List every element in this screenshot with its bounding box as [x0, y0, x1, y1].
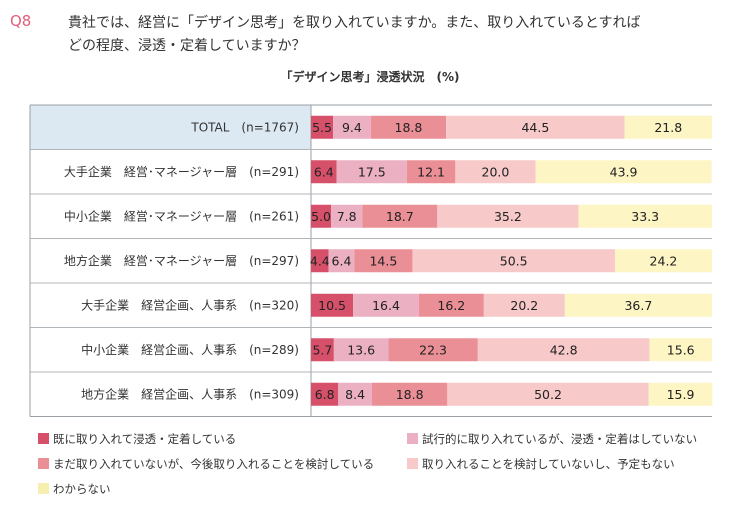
data-label: 10.5: [318, 298, 346, 313]
data-label: 14.5: [369, 253, 397, 268]
legend-item-1: 試行的に取り入れているが、浸透・定着はしていない: [407, 431, 697, 447]
data-label: 6.4: [314, 164, 334, 179]
bar-segment: [418, 293, 484, 317]
data-label: 44.5: [521, 120, 549, 135]
data-label: 5.7: [312, 342, 332, 357]
data-label: 18.8: [396, 387, 424, 402]
data-label: 33.3: [631, 209, 659, 224]
legend-label-0: 既に取り入れて浸透・定着している: [53, 432, 237, 446]
question-text-line2: どの程度、浸透・定着していますか？: [68, 38, 306, 54]
bar-segment: [535, 160, 712, 184]
bar-segment: [311, 204, 332, 228]
data-label: 36.7: [624, 298, 652, 313]
data-label: 17.5: [358, 164, 386, 179]
bar-segment: [564, 293, 712, 317]
legend-label-3: 取り入れることを検討していないし、予定もない: [422, 457, 675, 471]
question-text-line1: 貴社では、経営に「デザイン思考」を取り入れていますか。また、取り入れているとすれ…: [68, 15, 641, 31]
bar-segment: [311, 160, 337, 184]
bar-segment: [338, 382, 372, 406]
bar-segment: [311, 115, 334, 139]
legend-label-2: まだ取り入れていないが、今後取り入れることを検討している: [53, 457, 375, 471]
bar-segment: [311, 338, 334, 362]
data-label: 18.7: [386, 209, 414, 224]
bar-segment: [614, 249, 712, 273]
bar-segment: [477, 338, 650, 362]
legend-label-1: 試行的に取り入れているが、浸透・定着はしていない: [422, 432, 698, 446]
bar-segment: [447, 382, 649, 406]
data-label: 43.9: [610, 164, 638, 179]
data-label: 20.2: [510, 298, 538, 313]
legend-item-2: まだ取り入れていないが、今後取り入れることを検討している: [38, 456, 374, 472]
bar-segment: [624, 115, 712, 139]
bar-segment: [311, 293, 354, 317]
category-label: 中小企業 経営企画、人事系 (n=289): [81, 342, 299, 357]
category-label: 地方企業 経営･マネージャー層 (n=297): [64, 253, 299, 268]
data-label: 21.8: [654, 120, 682, 135]
bar-segment: [333, 115, 371, 139]
legend-swatch-4: [38, 483, 49, 494]
data-label: 6.4: [332, 253, 352, 268]
data-label: 50.5: [500, 253, 528, 268]
legend-item-0: 既に取り入れて浸透・定着している: [38, 431, 236, 447]
data-label: 35.2: [494, 209, 522, 224]
bar-segment: [446, 115, 625, 139]
data-label: 13.6: [347, 342, 375, 357]
legend-label-4: わからない: [53, 482, 111, 496]
legend-swatch-1: [407, 433, 418, 444]
bar-segment: [370, 115, 447, 139]
category-label: TOTAL (n=1767): [190, 120, 299, 134]
data-label: 5.5: [312, 120, 332, 135]
data-label: 15.6: [667, 342, 695, 357]
question-number: Q8: [10, 12, 32, 30]
legend-swatch-0: [38, 433, 49, 444]
data-label: 12.1: [417, 164, 445, 179]
bar-segment: [578, 204, 712, 228]
bar-segment: [362, 204, 438, 228]
bar-segment: [406, 160, 456, 184]
data-label: 6.8: [315, 387, 335, 402]
legend-item-3: 取り入れることを検討していないし、予定もない: [407, 456, 675, 472]
legend-swatch-3: [407, 458, 418, 469]
category-label: 大手企業 経営企画、人事系 (n=320): [81, 297, 299, 312]
legend-item-4: わからない: [38, 481, 111, 497]
bar-segment: [455, 160, 536, 184]
data-label: 50.2: [534, 387, 562, 402]
data-label: 8.4: [345, 387, 365, 402]
category-label: 中小企業 経営･マネージャー層 (n=261): [64, 208, 299, 223]
data-label: 4.4: [310, 253, 330, 268]
bar-segment: [649, 338, 712, 362]
data-label: 9.4: [342, 120, 362, 135]
bar-segment: [336, 160, 407, 184]
bar-segment: [354, 249, 413, 273]
data-label: 15.9: [667, 387, 695, 402]
bar-segment: [388, 338, 478, 362]
data-label: 16.4: [372, 298, 400, 313]
data-label: 18.8: [395, 120, 423, 135]
bar-segment: [311, 249, 329, 273]
data-label: 7.8: [337, 209, 357, 224]
category-label: 地方企業 経営企画、人事系 (n=309): [81, 386, 299, 401]
bar-segment: [437, 204, 579, 228]
bar-segment: [331, 204, 363, 228]
data-label: 5.0: [311, 209, 331, 224]
bar-segment: [483, 293, 565, 317]
bar-segment: [648, 382, 713, 406]
data-label: 42.8: [550, 342, 578, 357]
bar-segment: [328, 249, 355, 273]
data-label: 24.2: [650, 253, 678, 268]
bar-segment: [311, 382, 339, 406]
category-label: 大手企業 経営･マネージャー層 (n=291): [64, 164, 299, 179]
bar-segment: [412, 249, 615, 273]
bar-segment: [333, 338, 389, 362]
chart-title: 「デザイン思考」浸透状況 (%): [280, 70, 460, 84]
bar-segment: [353, 293, 419, 317]
row-highlight: [30, 105, 311, 150]
data-label: 22.3: [419, 342, 447, 357]
data-label: 16.2: [437, 298, 465, 313]
bar-segment: [371, 382, 448, 406]
data-label: 20.0: [482, 164, 510, 179]
legend-swatch-2: [38, 458, 49, 469]
